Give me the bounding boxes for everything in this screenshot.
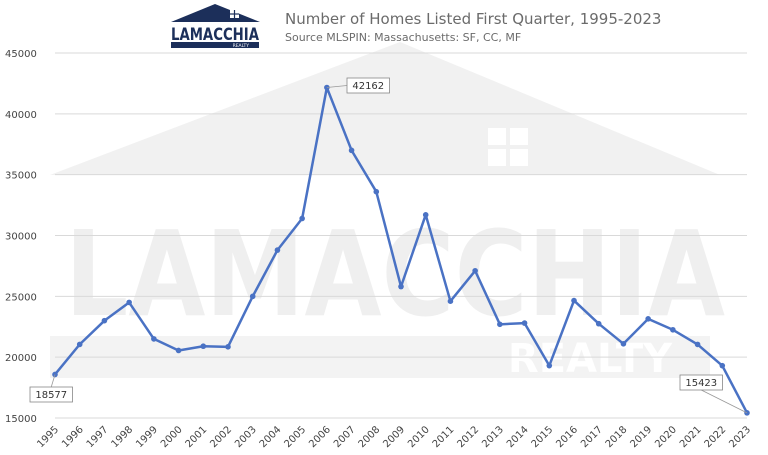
x-tick-label: 2005 xyxy=(282,424,308,450)
data-point xyxy=(645,316,651,322)
x-tick-label: 2015 xyxy=(530,424,556,450)
data-point xyxy=(620,340,627,347)
x-tick-label: 2011 xyxy=(431,424,457,450)
y-tick-label: 45000 xyxy=(5,49,37,60)
x-tick-label: 2010 xyxy=(406,424,432,450)
x-tick-label: 1999 xyxy=(134,424,160,450)
watermark: LAMACCHIA REALTY xyxy=(50,42,725,382)
data-point xyxy=(225,344,231,350)
data-point xyxy=(299,215,305,222)
y-axis: 15000 20000 25000 30000 35000 40000 45000 xyxy=(5,49,37,425)
data-point xyxy=(126,299,132,306)
x-tick-label: 2009 xyxy=(381,424,407,450)
series-layer xyxy=(52,84,750,416)
chart-title: Number of Homes Listed First Quarter, 19… xyxy=(285,10,661,28)
data-point xyxy=(422,212,429,218)
x-tick-label: 2004 xyxy=(258,424,284,450)
y-tick-label: 15000 xyxy=(5,414,37,425)
x-tick-label: 1995 xyxy=(35,424,61,450)
data-point xyxy=(571,297,577,304)
x-tick-label: 2008 xyxy=(357,424,383,450)
data-point xyxy=(546,362,553,369)
x-tick-label: 2020 xyxy=(653,424,679,450)
y-tick-label: 20000 xyxy=(5,353,37,364)
x-tick-label: 2022 xyxy=(703,424,729,450)
data-point xyxy=(595,320,602,327)
x-tick-label: 2018 xyxy=(604,424,630,450)
data-point xyxy=(398,283,404,290)
data-label: 42162 xyxy=(352,81,384,92)
x-tick-label: 2003 xyxy=(233,424,259,450)
x-tick-label: 2012 xyxy=(455,424,481,450)
data-point xyxy=(373,188,380,195)
callout-leader xyxy=(701,389,748,414)
data-point xyxy=(76,341,83,348)
data-point xyxy=(670,326,676,333)
y-tick-label: 40000 xyxy=(5,110,37,121)
data-point xyxy=(744,410,750,416)
callouts: 18577 42162 15423 xyxy=(29,77,748,414)
x-tick-label: 2017 xyxy=(579,424,605,450)
y-tick-label: 35000 xyxy=(5,171,37,182)
y-tick-label: 30000 xyxy=(5,232,37,243)
data-point xyxy=(151,336,157,342)
logo-subtext: REALTY xyxy=(233,43,250,49)
logo: LAMACCHIA REALTY xyxy=(171,4,260,49)
x-tick-label: 2014 xyxy=(505,424,531,450)
data-label: 15423 xyxy=(685,378,717,389)
watermark-roof xyxy=(50,42,720,175)
data-point xyxy=(694,341,701,348)
data-point xyxy=(200,343,207,350)
data-label: 18577 xyxy=(35,390,67,401)
data-point xyxy=(274,247,281,253)
callout-box xyxy=(679,374,723,391)
x-tick-label: 2016 xyxy=(554,424,580,450)
x-tick-label: 1996 xyxy=(60,424,86,450)
data-point xyxy=(348,147,355,154)
x-tick-label: 2013 xyxy=(480,424,506,450)
x-tick-label: 2007 xyxy=(332,424,358,450)
x-tick-label: 2019 xyxy=(628,424,654,450)
callout-box xyxy=(29,386,73,403)
data-point xyxy=(175,347,182,354)
data-point xyxy=(101,317,108,324)
chart-subtitle: Source MLSPIN: Massachusetts: SF, CC, MF xyxy=(285,31,521,44)
watermark-main-text: LAMACCHIA xyxy=(65,205,725,343)
data-point xyxy=(719,362,726,369)
x-tick-label: 2023 xyxy=(727,424,753,450)
data-point xyxy=(447,298,454,305)
callout-box xyxy=(346,77,390,94)
data-point xyxy=(472,267,478,274)
callout-leader xyxy=(50,374,56,388)
x-tick-label: 2006 xyxy=(307,424,333,450)
logo-text: LAMACCHIA xyxy=(171,25,260,45)
data-point xyxy=(497,321,503,328)
x-tick-label: 2000 xyxy=(159,424,185,450)
callout-leader xyxy=(326,85,348,88)
x-axis: 1995199619971998199920002001200220032004… xyxy=(35,424,753,450)
x-tick-label: 2002 xyxy=(208,424,234,450)
x-tick-label: 2021 xyxy=(678,424,704,450)
x-tick-label: 2001 xyxy=(184,424,210,450)
data-point xyxy=(249,293,256,300)
y-tick-label: 25000 xyxy=(5,292,37,303)
x-tick-label: 1998 xyxy=(109,424,135,450)
grid xyxy=(55,52,747,419)
watermark-sub-text: REALTY xyxy=(508,336,673,382)
data-point xyxy=(521,320,528,326)
logo-roof xyxy=(171,4,260,22)
x-tick-label: 1997 xyxy=(85,424,111,450)
